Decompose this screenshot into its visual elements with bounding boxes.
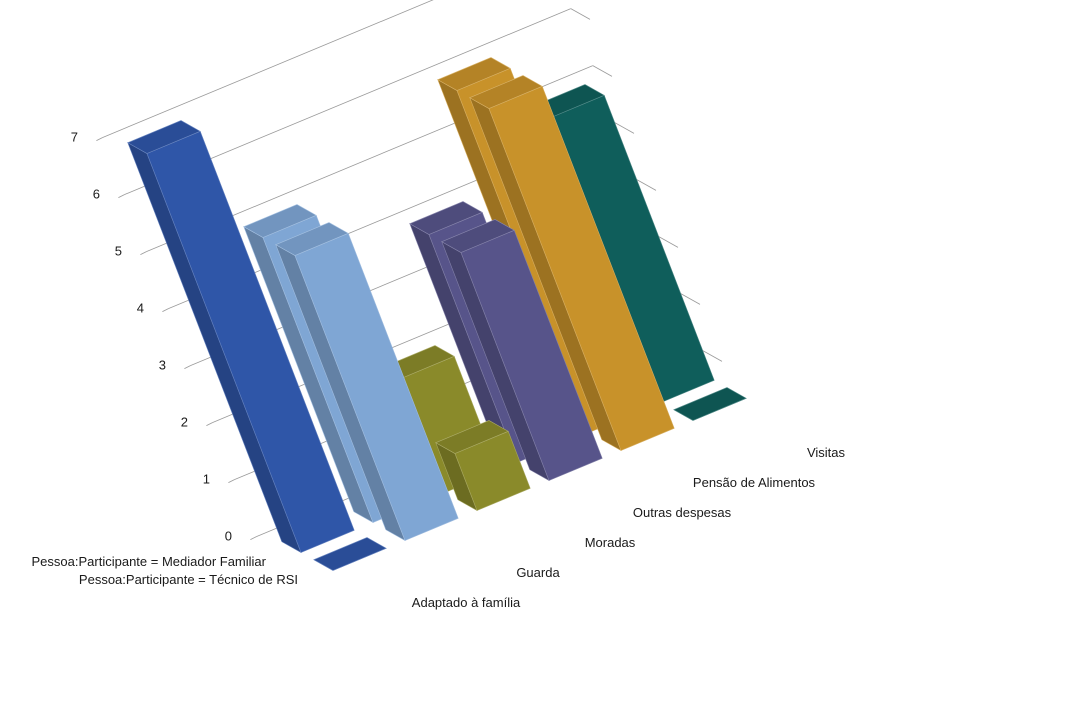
y-tick-label: 2 — [181, 415, 188, 430]
category-label: Pensão de Alimentos — [693, 475, 816, 490]
y-tick-label: 3 — [159, 358, 166, 373]
y-tick-label: 0 — [225, 529, 232, 544]
y-tick-label: 7 — [71, 130, 78, 145]
category-label: Outras despesas — [633, 505, 732, 520]
gridline-side — [658, 236, 679, 248]
gridline — [102, 0, 434, 138]
category-label: Visitas — [807, 445, 846, 460]
y-tick-label: 1 — [203, 472, 210, 487]
y-tick-mark — [206, 422, 213, 426]
series-label: Pessoa:Participante = Técnico de RSI — [79, 572, 298, 587]
category-label: Guarda — [516, 565, 560, 580]
series-label: Pessoa:Participante = Mediador Familiar — [32, 554, 267, 569]
y-tick-mark — [184, 365, 191, 369]
y-tick-mark — [250, 536, 257, 540]
y-tick-mark — [162, 308, 169, 312]
gridline-side — [614, 122, 635, 134]
category-label: Moradas — [585, 535, 636, 550]
bar — [673, 387, 747, 421]
bar — [313, 537, 387, 571]
gridline-side — [570, 8, 591, 20]
gridline-side — [702, 350, 723, 362]
y-tick-label: 4 — [137, 301, 144, 316]
bar — [469, 75, 675, 452]
y-tick-mark — [96, 137, 103, 141]
y-tick-mark — [228, 479, 235, 483]
y-tick-label: 6 — [93, 187, 100, 202]
gridline-side — [636, 179, 657, 191]
bar — [441, 219, 603, 482]
gridline-side — [680, 293, 701, 305]
gridline-side — [592, 65, 613, 77]
category-label: Adaptado à família — [412, 595, 521, 610]
y-tick-mark — [140, 251, 147, 255]
bar — [435, 420, 531, 512]
y-tick-mark — [118, 194, 125, 198]
y-tick-label: 5 — [115, 244, 122, 259]
bar — [275, 222, 459, 542]
bar — [127, 120, 355, 554]
